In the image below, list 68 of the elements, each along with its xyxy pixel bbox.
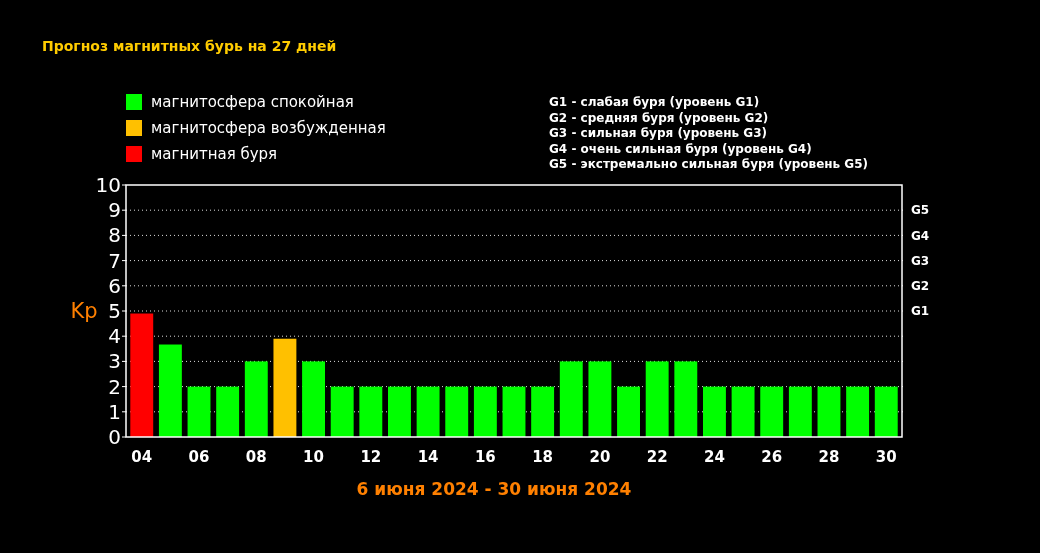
y-tick-label: 0	[108, 425, 121, 449]
x-tick-label: 12	[360, 448, 382, 466]
bar	[702, 386, 726, 437]
bar	[216, 386, 240, 437]
bar	[502, 386, 526, 437]
x-tick-label: 14	[417, 448, 439, 466]
y-tick-label: 8	[108, 223, 121, 248]
text: G2	[911, 279, 930, 293]
bar	[588, 361, 612, 437]
y-axis-title: Kp	[70, 299, 98, 323]
legend-label: магнитосфера спокойная	[151, 93, 354, 112]
bar	[302, 361, 326, 437]
x-tick-label: 18	[532, 448, 554, 466]
bar	[559, 361, 583, 437]
text: G4	[911, 228, 930, 243]
text: G5 - экстремально сильная буря (уровень G5)	[549, 157, 869, 171]
bar	[359, 386, 383, 437]
text: G4 - очень сильная буря (уровень G4)	[549, 141, 812, 156]
chart-title: Прогноз магнитных бурь на 27 дней	[42, 38, 337, 54]
x-tick-label: 28	[818, 448, 840, 466]
legend-label: магнитная буря	[151, 145, 278, 164]
y-tick-label: 5	[108, 299, 121, 323]
x-tick-label: 10	[303, 448, 324, 466]
text: G1	[911, 304, 930, 319]
text: G1 - слабая буря (уровень G1)	[549, 95, 760, 109]
bar	[130, 313, 154, 437]
y-tick-label: 10	[95, 173, 121, 197]
bar	[273, 338, 297, 437]
y-tick-label: 2	[108, 374, 121, 399]
bar	[846, 386, 870, 437]
x-tick-label: 20	[589, 448, 611, 466]
x-axis-title: 6 июня 2024 - 30 июня 2024	[356, 479, 632, 499]
x-tick-label: 30	[875, 448, 897, 466]
y-tick-label: 7	[108, 248, 121, 273]
bar	[617, 386, 640, 437]
x-tick-label: 06	[188, 448, 210, 466]
x-tick-label: 26	[761, 448, 783, 466]
y-tick-label: 3	[108, 349, 121, 374]
x-tick-label: 24	[704, 448, 725, 466]
x-tick-label: 22	[646, 448, 668, 466]
x-tick-label: 08	[245, 448, 267, 466]
x-tick-label: 16	[474, 448, 496, 466]
bar	[645, 361, 669, 437]
text: G3	[911, 253, 930, 268]
bar	[187, 386, 211, 437]
text: G2 - средняя буря (уровень G2)	[549, 110, 769, 125]
bar	[760, 386, 784, 437]
bar	[388, 386, 411, 437]
bar	[445, 386, 469, 437]
bar	[817, 386, 841, 437]
x-tick-label: 04	[131, 448, 153, 466]
bar	[244, 361, 268, 437]
bar	[731, 386, 755, 437]
text: G5	[911, 203, 930, 218]
bar	[330, 386, 354, 437]
y-tick-label: 6	[108, 273, 121, 298]
y-tick-label: 4	[108, 324, 121, 349]
text: G3 - сильная буря (уровень G3)	[549, 126, 767, 140]
bar	[788, 386, 812, 437]
bar	[416, 386, 440, 437]
bar	[674, 361, 698, 437]
bar	[158, 344, 182, 437]
y-tick-label: 9	[108, 198, 121, 223]
bar	[874, 386, 898, 437]
bar	[531, 386, 555, 437]
y-tick-label: 1	[108, 399, 121, 424]
legend-label: магнитосфера возбужденная	[151, 119, 386, 138]
bar	[473, 386, 497, 437]
